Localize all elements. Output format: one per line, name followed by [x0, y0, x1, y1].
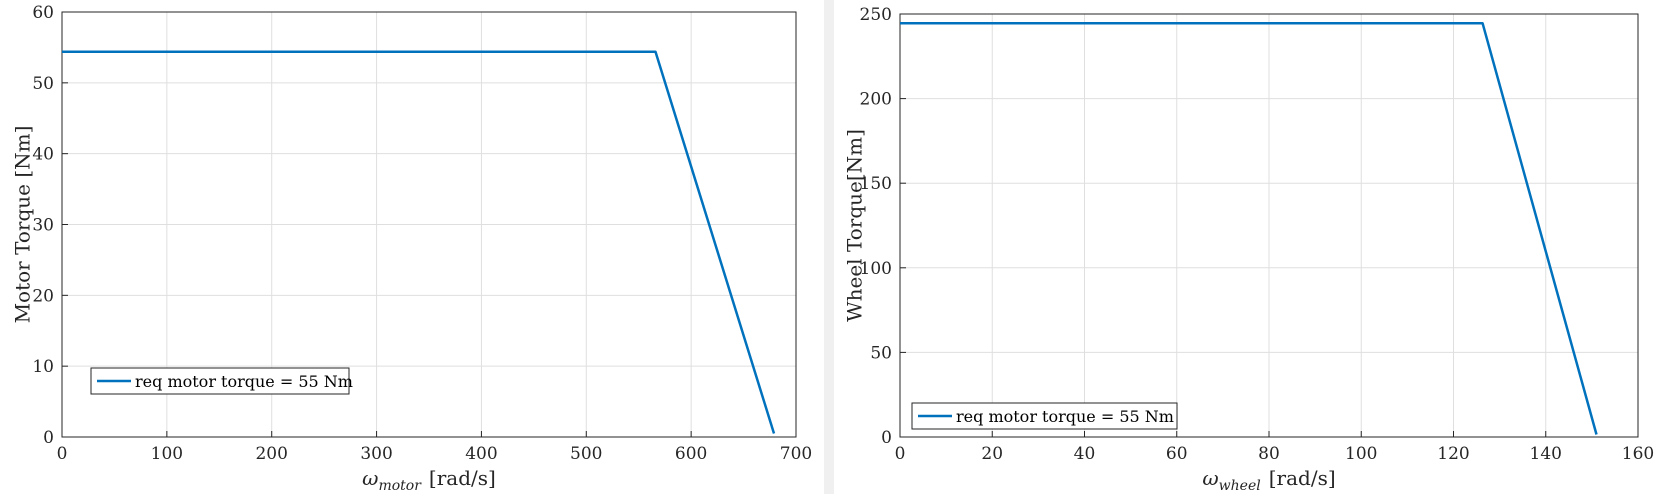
legend-label: req motor torque = 55 Nm [956, 407, 1174, 426]
legend-box [90, 367, 350, 395]
y-tick-label: 50 [870, 343, 892, 363]
y-tick-label: 10 [32, 357, 54, 377]
x-axis-units: [rad/s] [429, 466, 496, 490]
y-tick-label: 0 [43, 428, 54, 448]
x-tick-label: 120 [1437, 444, 1469, 464]
wheel-torque-chart: 0 20 40 60 80 100 120 140 160 0 50 100 150 200 250 ωwhe… [834, 0, 1656, 494]
series-line [62, 50, 776, 434]
x-tick-label: 700 [780, 444, 812, 464]
x-tick-label: 140 [1530, 444, 1562, 464]
x-axis-label: ωmotor [rad/s] [362, 466, 496, 494]
x-tick-label: 0 [57, 444, 68, 464]
x-tick-label: 500 [570, 444, 602, 464]
x-tick-label: 80 [1258, 444, 1280, 464]
legend-box [911, 402, 1178, 430]
x-tick-label: 0 [895, 444, 906, 464]
y-tick-label: 40 [32, 145, 54, 165]
x-axis-subscript: motor [378, 478, 422, 494]
motor-torque-plot: 0 100 200 300 400 500 600 700 0 10 20 30 40 50 60 ωmoto… [11, 3, 813, 494]
y-tick-label: 0 [881, 428, 892, 448]
y-tick-label: 20 [32, 286, 54, 306]
x-axis-label: ωwheel [rad/s] [1202, 466, 1335, 494]
y-tick-label: 200 [860, 90, 892, 110]
x-axis-symbol: ω [362, 466, 378, 490]
y-tick-label: 100 [860, 259, 892, 279]
x-axis-symbol: ω [1202, 466, 1218, 490]
legend: req motor torque = 55 Nm [90, 367, 353, 395]
y-tick-label: 250 [860, 5, 892, 25]
x-tick-label: 300 [360, 444, 392, 464]
y-axis-label: Motor Torque [Nm] [11, 126, 35, 324]
x-tick-label: 100 [151, 444, 183, 464]
x-tick-label: 200 [255, 444, 287, 464]
x-tick-label: 100 [1345, 444, 1377, 464]
series-line [900, 22, 1598, 435]
legend: req motor torque = 55 Nm [911, 402, 1178, 430]
wheel-torque-plot: 0 20 40 60 80 100 120 140 160 0 50 100 150 200 250 ωwhe… [843, 5, 1655, 494]
x-tick-label: 600 [675, 444, 707, 464]
legend-label: req motor torque = 55 Nm [135, 372, 353, 391]
x-tick-label: 400 [465, 444, 497, 464]
x-tick-label: 20 [981, 444, 1003, 464]
y-axis-label: Wheel Torque[Nm] [843, 129, 867, 322]
motor-torque-chart: 0 100 200 300 400 500 600 700 0 10 20 30 40 50 60 ωmoto… [0, 0, 824, 494]
y-tick-label: 50 [32, 74, 54, 94]
x-axis-units: [rad/s] [1269, 466, 1336, 490]
y-tick-label: 150 [860, 174, 892, 194]
x-axis-subscript: wheel [1219, 478, 1261, 494]
x-tick-label: 60 [1166, 444, 1188, 464]
y-tick-label: 30 [32, 216, 54, 236]
x-tick-label: 40 [1074, 444, 1096, 464]
x-tick-label: 160 [1622, 444, 1654, 464]
y-tick-label: 60 [32, 3, 54, 23]
